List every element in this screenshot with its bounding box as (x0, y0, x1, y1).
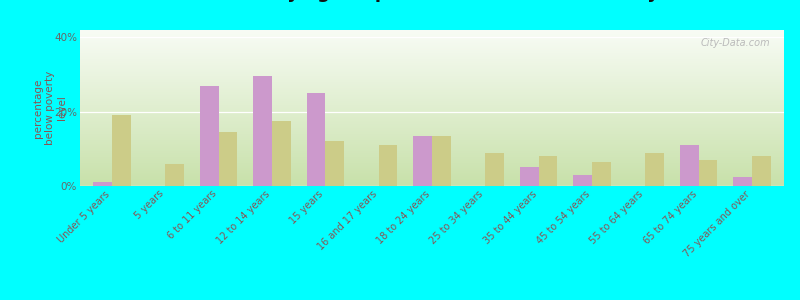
Bar (326, 141, 344, 186)
Bar (94, 182, 112, 186)
Bar (254, 76, 272, 186)
Bar (486, 153, 504, 186)
Bar (646, 153, 664, 186)
Bar (538, 156, 558, 186)
Bar (218, 132, 238, 186)
Bar (166, 164, 184, 186)
Title: Breakdown by age of poor male residents in Cheyenne: Breakdown by age of poor male residents … (155, 0, 709, 2)
Bar (200, 86, 218, 186)
Bar (272, 121, 290, 186)
Bar (752, 156, 770, 186)
Bar (680, 145, 698, 186)
Bar (734, 177, 752, 186)
Bar (592, 162, 610, 186)
Bar (112, 116, 130, 186)
Y-axis label: percentage
below poverty
level: percentage below poverty level (34, 71, 66, 145)
Bar (574, 175, 592, 186)
Bar (432, 136, 450, 186)
Bar (378, 145, 398, 186)
Bar (698, 160, 718, 186)
Bar (414, 136, 432, 186)
Bar (306, 93, 326, 186)
Text: City-Data.com: City-Data.com (700, 38, 770, 48)
Bar (520, 167, 538, 186)
